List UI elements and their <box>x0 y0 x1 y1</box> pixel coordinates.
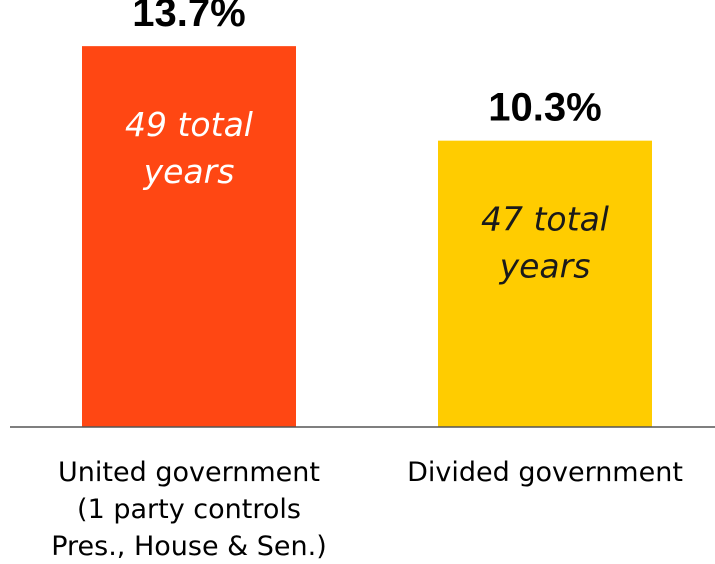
bar-annotation-2-line-1: 47 total <box>481 200 609 239</box>
bar-1 <box>82 46 296 427</box>
value-label-2: 10.3% <box>488 86 601 130</box>
category-label-1-line-3: Pres., House & Sen.) <box>51 531 327 562</box>
bar-2 <box>438 140 652 427</box>
category-label-1-line-2: (1 party controls <box>77 494 301 525</box>
bar-annotation-2-line-2: years <box>499 247 591 286</box>
bar-annotation-1-line-2: years <box>143 152 235 191</box>
category-label-2-line-1: Divided government <box>407 457 683 488</box>
bar-annotation-1-line-1: 49 total <box>125 105 253 144</box>
value-label-1: 13.7% <box>132 0 245 35</box>
category-label-1-line-1: United government <box>58 457 320 488</box>
